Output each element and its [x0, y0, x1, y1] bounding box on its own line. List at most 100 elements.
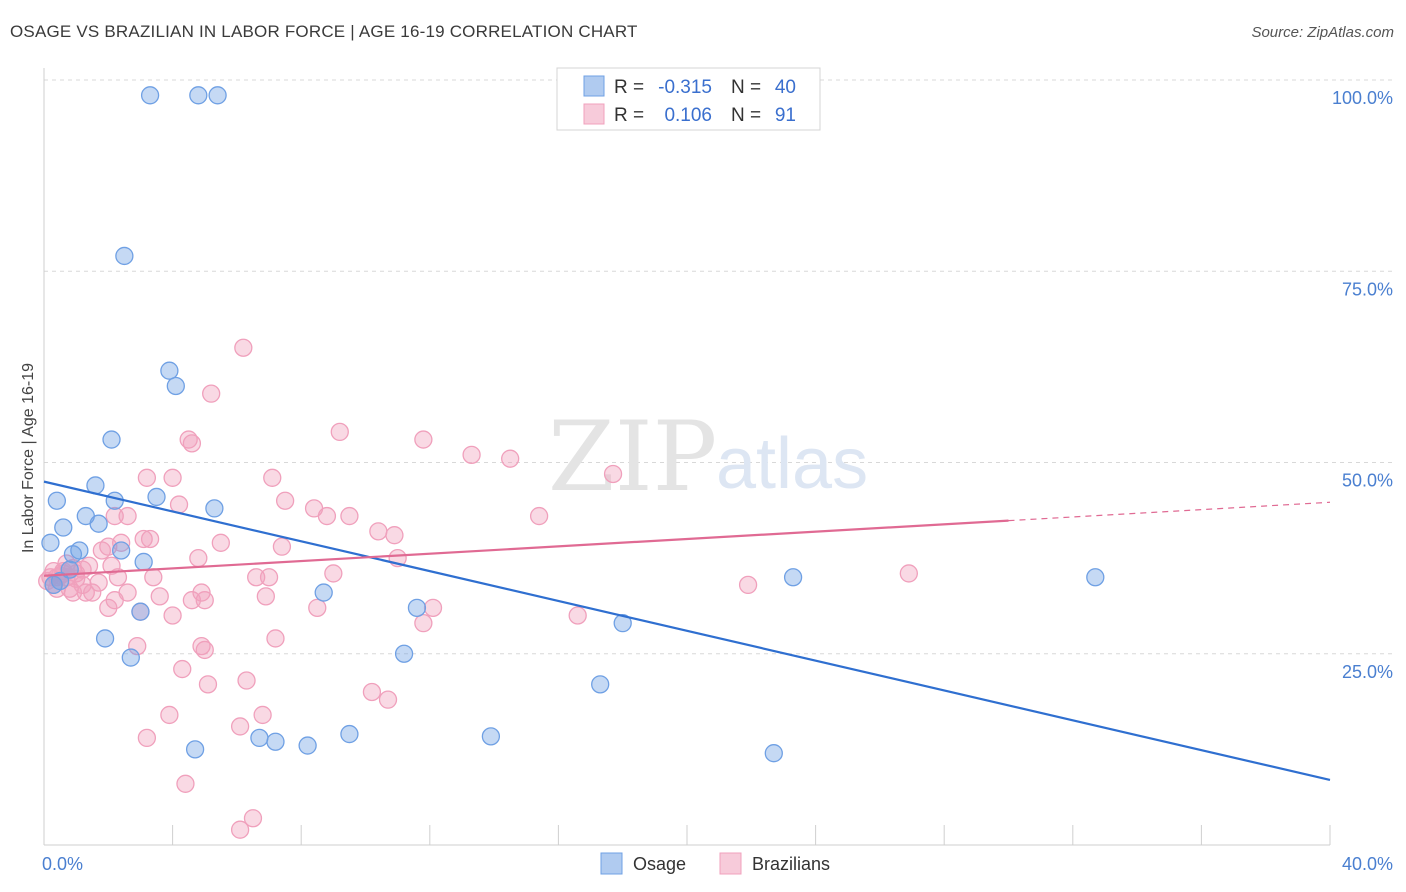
y-tick-label-0: 100.0%: [1332, 88, 1393, 108]
x-tick-label-1: 40.0%: [1342, 854, 1393, 874]
point-brazilians-21: [385, 526, 404, 545]
point-brazilians-0: [234, 338, 253, 357]
point-brazilians-43: [259, 568, 279, 587]
point-brazilians-69: [173, 659, 192, 679]
point-osage-33: [340, 724, 359, 744]
point-brazilians-40: [108, 568, 128, 587]
point-osage-2: [208, 86, 227, 105]
legend-r-label-brazilians: R =: [614, 105, 644, 126]
point-brazilians-80: [230, 820, 250, 839]
legend-swatch-osage: [583, 75, 605, 97]
point-osage-14: [89, 514, 108, 533]
watermark-zip: ZIP: [548, 401, 717, 513]
point-osage-4: [160, 361, 179, 380]
point-brazilians-61: [423, 598, 443, 617]
point-brazilians-18: [118, 506, 137, 526]
point-osage-11: [147, 487, 166, 507]
point-brazilians-22: [211, 533, 230, 552]
legend-n-label-brazilians: N =: [731, 105, 761, 126]
y-tick-label-2: 50.0%: [1342, 471, 1393, 491]
point-osage-13: [54, 518, 73, 537]
point-brazilians-20: [369, 522, 388, 541]
point-osage-27: [394, 644, 414, 663]
point-brazilians-10: [263, 468, 282, 487]
point-brazilians-56: [308, 598, 327, 617]
point-brazilians-12: [275, 491, 295, 510]
point-brazilians-79: [243, 809, 263, 828]
y-axis-label: In Labor Force | Age 16-19: [20, 363, 37, 553]
legend-r-value-brazilians: 0.106: [664, 105, 712, 126]
point-brazilians-7: [501, 449, 520, 468]
legend-r-value-osage: -0.315: [658, 77, 712, 98]
series-legend: Osage Brazilians: [600, 852, 830, 875]
axes: [43, 68, 1331, 846]
series-legend-swatch-osage: [600, 852, 623, 875]
point-brazilians-25: [140, 529, 160, 549]
chart-title: OSAGE VS BRAZILIAN IN LABOR FORCE | AGE …: [10, 22, 638, 41]
point-brazilians-73: [378, 690, 398, 709]
legend: R = -0.315 N = 40 R = 0.106 N = 91: [556, 67, 821, 131]
point-osage-37: [70, 541, 89, 560]
point-osage-35: [764, 744, 783, 763]
point-osage-26: [121, 648, 140, 667]
point-brazilians-16: [340, 506, 359, 526]
point-brazilians-8: [137, 468, 157, 487]
point-brazilians-75: [253, 705, 272, 725]
point-brazilians-72: [362, 682, 382, 702]
point-brazilians-51: [195, 591, 214, 610]
trend-lines: [43, 480, 1331, 782]
point-osage-25: [95, 629, 115, 648]
point-osage-38: [131, 602, 150, 621]
point-brazilians-55: [182, 591, 202, 610]
legend-n-value-osage: 40: [775, 77, 796, 98]
point-osage-10: [105, 491, 124, 510]
point-brazilians-9: [163, 468, 182, 487]
point-osage-8: [47, 491, 67, 510]
point-brazilians-70: [198, 675, 218, 694]
point-osage-21: [407, 598, 427, 617]
point-osage-30: [250, 728, 269, 748]
series-legend-label-brazilians: Brazilians: [752, 854, 830, 874]
trend-line-brazilians-projection: [1008, 501, 1331, 522]
point-osage-34: [481, 727, 501, 746]
point-brazilians-6: [462, 445, 481, 465]
x-tick-label-0: 0.0%: [42, 854, 83, 874]
point-brazilians-68: [195, 640, 214, 660]
point-brazilians-46: [83, 583, 102, 602]
point-brazilians-74: [160, 705, 179, 725]
point-brazilians-23: [272, 537, 292, 556]
point-brazilians-78: [176, 774, 195, 793]
point-osage-23: [783, 568, 803, 587]
point-brazilians-59: [99, 598, 118, 617]
point-brazilians-84: [89, 573, 108, 592]
point-brazilians-5: [182, 434, 202, 453]
point-osage-22: [613, 614, 632, 633]
point-brazilians-76: [230, 717, 250, 736]
grid-lines: [44, 79, 1394, 655]
point-osage-18: [134, 552, 153, 572]
point-brazilians-50: [76, 583, 95, 602]
point-brazilians-60: [163, 606, 182, 625]
point-brazilians-57: [738, 575, 758, 595]
point-brazilians-52: [150, 587, 169, 606]
tick-labels: 100.0% 75.0% 50.0% 25.0% 0.0% 40.0%: [42, 88, 1393, 874]
point-brazilians-62: [568, 606, 587, 625]
point-osage-1: [189, 86, 208, 105]
point-brazilians-88: [102, 556, 121, 575]
point-brazilians-58: [899, 564, 918, 583]
series-legend-label-osage: Osage: [633, 854, 686, 874]
point-brazilians-24: [134, 529, 153, 549]
data-points: [38, 86, 1105, 839]
point-brazilians-44: [324, 564, 343, 583]
point-brazilians-71: [237, 671, 256, 690]
point-brazilians-66: [128, 636, 147, 656]
watermark-atlas: atlas: [716, 424, 868, 504]
point-brazilians-2: [330, 422, 349, 442]
point-brazilians-77: [137, 728, 157, 748]
point-osage-32: [298, 736, 317, 755]
point-osage-31: [266, 732, 285, 751]
y-tick-label-3: 25.0%: [1342, 662, 1393, 682]
point-brazilians-63: [414, 614, 433, 633]
point-brazilians-53: [256, 587, 275, 606]
point-brazilians-30: [189, 548, 208, 568]
